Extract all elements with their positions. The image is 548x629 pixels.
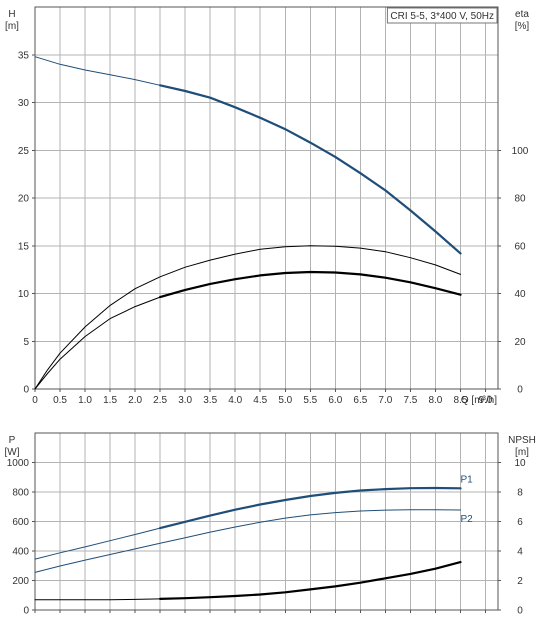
p1-x-tick-label: 5.5	[303, 395, 317, 406]
p1-x-tick-label: 3.0	[178, 395, 192, 406]
p2-y-left-axis-label: P	[9, 435, 16, 446]
p1-y-right-tick-label: 80	[514, 194, 526, 205]
p1-series-3-line	[34, 271, 461, 390]
p1-y-left-tick-label: 0	[23, 385, 29, 396]
p2-y-right-axis-unit: [m]	[515, 447, 529, 458]
p1-x-tick-label: 1.0	[78, 395, 92, 406]
p1-x-tick-label: 2.0	[128, 395, 142, 406]
p1-y-left-axis-label: H	[8, 9, 15, 20]
p1-series-1-operating-range	[159, 84, 462, 255]
p2-y-right-tick-label: 2	[517, 576, 523, 587]
grid-layer	[35, 7, 498, 610]
series-layer	[34, 56, 462, 601]
p1-y-right-axis-unit: [%]	[515, 21, 530, 32]
p1-x-tick-label: 4.5	[253, 395, 267, 406]
p1-x-tick-label: 7.5	[403, 395, 417, 406]
p1-x-tick-label: 1.5	[103, 395, 117, 406]
p1-y-left-tick-label: 15	[18, 241, 30, 252]
p2-y-left-tick-label: 0	[23, 606, 29, 617]
p2-y-left-tick-label: 200	[12, 576, 29, 587]
p1-series-3-operating-range	[159, 270, 462, 299]
p1-y-right-tick-label: 100	[512, 146, 529, 157]
p1-x-tick-label: 4.0	[228, 395, 242, 406]
p1-x-tick-label: 6.0	[328, 395, 342, 406]
p1-y-right-tick-label: 60	[514, 241, 526, 252]
p1-legend-box	[386, 7, 498, 24]
p1-y-left-tick-label: 20	[18, 194, 30, 205]
p1-y-left-tick-label: 10	[18, 289, 30, 300]
p1-x-tick-label: 9.0	[479, 395, 493, 406]
p1-x-tick-label: 0	[32, 395, 38, 406]
p2-y-left-tick-label: 400	[12, 547, 29, 558]
p2-series-1-line	[34, 487, 461, 560]
p2-y-right-tick-label: 0	[517, 606, 523, 617]
p2-y-right-tick-label: 10	[514, 458, 526, 469]
p1-x-tick-label: 6.5	[353, 395, 367, 406]
p2-y-left-tick-label: 800	[12, 488, 29, 499]
p2-series-3-operating-range	[159, 561, 462, 600]
p1-series-2-line	[34, 245, 461, 390]
p2-series-2-line	[34, 509, 461, 573]
p1-x-tick-label: 5.0	[278, 395, 292, 406]
p1-y-right-axis-label: eta	[515, 9, 529, 20]
p2-y-right-tick-label: 6	[517, 517, 523, 528]
p1-y-left-axis-unit: [m]	[5, 21, 19, 32]
p1-legend-box-text: CRI 5-5, 3*400 V, 50Hz	[390, 11, 494, 22]
p2-y-left-tick-label: 600	[12, 517, 29, 528]
p1-y-left-tick-label: 35	[18, 50, 30, 61]
p1-y-left-tick-label: 5	[23, 337, 29, 348]
p2-y-right-tick-label: 4	[517, 547, 523, 558]
p1-y-right-tick-label: 40	[514, 289, 526, 300]
p2-series-label-p1: P1	[460, 474, 473, 485]
p2-y-right-tick-label: 8	[517, 488, 523, 499]
p1-y-left-tick-label: 25	[18, 146, 30, 157]
p1-x-tick-label: 0.5	[53, 395, 67, 406]
p2-series-label-p2: P2	[460, 514, 473, 525]
p1-x-tick-label: 3.5	[203, 395, 217, 406]
p1-x-axis-label: Q [m³/h]	[461, 395, 497, 406]
p1-x-tick-label: 7.0	[378, 395, 392, 406]
p1-series-1-line	[34, 56, 461, 254]
frame-layer	[32, 6, 501, 613]
p2-y-left-tick-label: 1000	[7, 458, 30, 469]
p1-y-left-tick-label: 30	[18, 98, 30, 109]
p1-x-tick-label: 2.5	[153, 395, 167, 406]
p2-y-left-axis-unit: [W]	[5, 447, 20, 458]
p2-y-right-axis-label: NPSH	[508, 435, 536, 446]
p1-y-right-tick-label: 0	[517, 385, 523, 396]
p1-x-tick-label: 8.5	[454, 395, 468, 406]
p1-x-tick-label: 8.0	[428, 395, 442, 406]
p2-series-1-operating-range	[159, 486, 462, 530]
p1-y-right-tick-label: 20	[514, 337, 526, 348]
